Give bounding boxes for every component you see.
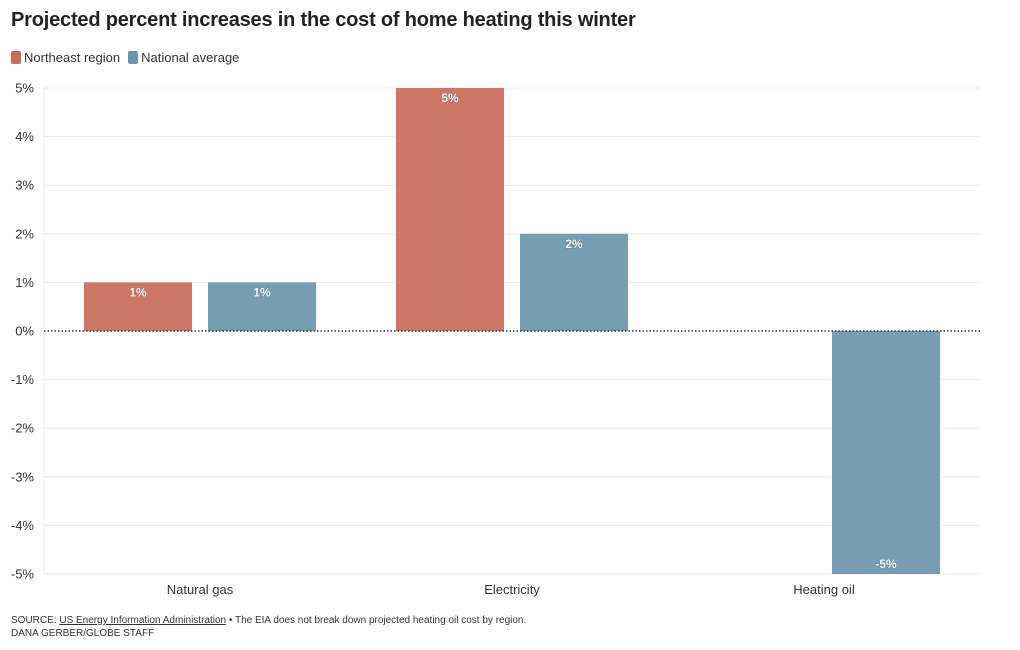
- legend-item-national: National average: [128, 50, 239, 65]
- legend: Northeast region National average: [11, 50, 247, 65]
- source-note: • The EIA does not break down projected …: [226, 615, 527, 626]
- legend-swatch-national: [128, 51, 139, 64]
- bar: [208, 282, 316, 331]
- y-tick-label: 5%: [15, 81, 34, 96]
- data-label: 5%: [441, 91, 459, 105]
- y-tick-label: 1%: [15, 275, 34, 290]
- data-label: 2%: [565, 237, 583, 251]
- bar: [832, 331, 940, 574]
- source-prefix: SOURCE:: [11, 615, 60, 626]
- source-link[interactable]: US Energy Information Administration: [59, 615, 227, 626]
- legend-label-national: National average: [141, 50, 240, 65]
- data-label: 1%: [129, 285, 147, 299]
- y-tick-label: -5%: [11, 567, 35, 582]
- legend-item-northeast: Northeast region: [11, 50, 120, 65]
- bar: [396, 88, 504, 331]
- chart-title: Projected percent increases in the cost …: [11, 9, 636, 31]
- bar: [84, 282, 192, 331]
- y-tick-label: 0%: [15, 324, 34, 339]
- x-tick-label: Natural gas: [167, 582, 234, 597]
- y-tick-label: 2%: [15, 226, 34, 241]
- y-tick-label: -3%: [11, 469, 35, 484]
- y-tick-label: -1%: [11, 372, 35, 387]
- data-label: 1%: [253, 285, 271, 299]
- bar: [520, 233, 628, 331]
- y-tick-label: 3%: [15, 178, 34, 193]
- y-tick-label: 4%: [15, 129, 34, 144]
- legend-swatch-northeast: [11, 51, 21, 64]
- footer: SOURCE: US Energy Information Administra…: [11, 614, 526, 640]
- bar-chart: 5% 4% 3% 2% 1% 0% -1% -2% -3% -4% -5% 1% 1% Natural g…: [11, 81, 980, 597]
- data-label: -5%: [875, 557, 897, 571]
- y-tick-label: -4%: [11, 518, 35, 533]
- credit: DANA GERBER/GLOBE STAFF: [11, 628, 155, 639]
- x-tick-label: Heating oil: [793, 582, 855, 597]
- y-tick-label: -2%: [11, 421, 35, 436]
- x-tick-label: Electricity: [484, 582, 540, 597]
- source-line: SOURCE: US Energy Information Administra…: [11, 614, 526, 627]
- legend-label-northeast: Northeast region: [24, 50, 121, 65]
